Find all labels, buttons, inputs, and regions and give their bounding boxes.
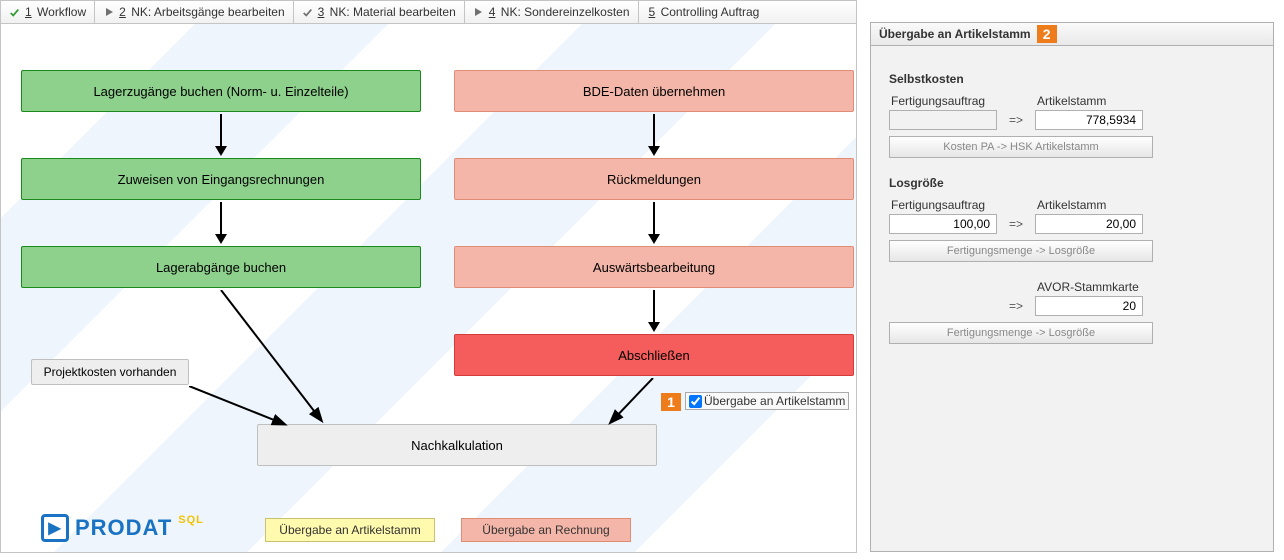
check-icon	[302, 7, 313, 18]
arrow-sep-icon: =>	[1005, 299, 1027, 313]
checkbox-label: Übergabe an Artikelstamm	[704, 394, 845, 408]
node-rueckmeldungen[interactable]: Rückmeldungen	[454, 158, 854, 200]
arrow-icon	[220, 202, 222, 242]
checkbox-uebergabe[interactable]: Übergabe an Artikelstamm	[685, 392, 849, 410]
tab-num: 5	[649, 5, 656, 19]
marker-2: 2	[1037, 25, 1057, 43]
label-fertigungsauftrag: Fertigungsauftrag	[889, 94, 997, 108]
check-icon	[9, 7, 20, 18]
tab-material[interactable]: 3 NK: Material bearbeiten	[294, 1, 465, 23]
label-artikelstamm: Artikelstamm	[1035, 198, 1143, 212]
node-nachkalkulation[interactable]: Nachkalkulation	[257, 424, 657, 466]
node-abschliessen[interactable]: Abschließen	[454, 334, 854, 376]
tab-label: Workflow	[37, 5, 86, 19]
arrow-icon	[653, 290, 655, 330]
arrow-sep-icon: =>	[1005, 113, 1027, 127]
field-artikelstamm-sk[interactable]	[1035, 110, 1143, 130]
marker-1: 1	[661, 393, 681, 411]
panel-uebergabe: Übergabe an Artikelstamm 2 Selbstkosten …	[870, 22, 1274, 552]
logo-prodat: ▶ PRODAT SQL	[41, 514, 204, 542]
play-icon	[473, 7, 484, 18]
row-losgroesse-2: => AVOR-Stammkarte	[889, 280, 1255, 316]
node-auswaertsbearbeitung[interactable]: Auswärtsbearbeitung	[454, 246, 854, 288]
arrow-sep-icon: =>	[1005, 217, 1027, 231]
node-eingangsrechnungen[interactable]: Zuweisen von Eingangsrechnungen	[21, 158, 421, 200]
row-losgroesse-1: Fertigungsauftrag => Artikelstamm	[889, 198, 1255, 234]
field-fertigungsauftrag-sk[interactable]	[889, 110, 997, 130]
tab-label: Controlling Auftrag	[661, 5, 760, 19]
tab-sondereinzelkosten[interactable]: 4 NK: Sondereinzelkosten	[465, 1, 639, 23]
tabbar: 1 Workflow 2 NK: Arbeitsgänge bearbeiten…	[0, 0, 857, 24]
node-bde[interactable]: BDE-Daten übernehmen	[454, 70, 854, 112]
tab-workflow[interactable]: 1 Workflow	[1, 1, 95, 23]
tab-num: 3	[318, 5, 325, 19]
legend-yellow: Übergabe an Artikelstamm	[265, 518, 435, 542]
workflow-canvas: Lagerzugänge buchen (Norm- u. Einzelteil…	[0, 24, 857, 553]
panel-title-text: Übergabe an Artikelstamm	[879, 27, 1031, 41]
tab-num: 1	[25, 5, 32, 19]
arrow-icon	[653, 202, 655, 242]
label-artikelstamm: Artikelstamm	[1035, 94, 1143, 108]
tab-controlling[interactable]: 5 Controlling Auftrag	[639, 1, 768, 23]
button-kosten-hsk[interactable]: Kosten PA -> HSK Artikelstamm	[889, 136, 1153, 158]
panel-title: Übergabe an Artikelstamm 2	[871, 23, 1273, 46]
field-artikelstamm-lg[interactable]	[1035, 214, 1143, 234]
tab-num: 4	[489, 5, 496, 19]
logo-icon: ▶	[41, 514, 69, 542]
section-selbstkosten: Selbstkosten	[889, 72, 1255, 86]
tab-num: 2	[119, 5, 126, 19]
field-avor[interactable]	[1035, 296, 1143, 316]
button-fertigungsmenge-1[interactable]: Fertigungsmenge -> Losgröße	[889, 240, 1153, 262]
label-avor: AVOR-Stammkarte	[1035, 280, 1143, 294]
panel-body: Selbstkosten Fertigungsauftrag => Artike…	[871, 46, 1273, 344]
tab-arbeitsgaenge[interactable]: 2 NK: Arbeitsgänge bearbeiten	[95, 1, 293, 23]
legend-pink: Übergabe an Rechnung	[461, 518, 631, 542]
row-selbstkosten: Fertigungsauftrag => Artikelstamm	[889, 94, 1255, 130]
checkbox-input[interactable]	[689, 395, 702, 408]
tab-label: NK: Material bearbeiten	[330, 5, 456, 19]
tab-label: NK: Sondereinzelkosten	[501, 5, 630, 19]
field-fertigungsauftrag-lg[interactable]	[889, 214, 997, 234]
play-icon	[103, 7, 114, 18]
logo-sup: SQL	[178, 514, 204, 526]
node-lagerzugaenge[interactable]: Lagerzugänge buchen (Norm- u. Einzelteil…	[21, 70, 421, 112]
node-projektkosten[interactable]: Projektkosten vorhanden	[31, 359, 189, 385]
logo-text: PRODAT	[75, 515, 172, 541]
arrow-icon	[653, 114, 655, 154]
arrow-icon	[220, 114, 222, 154]
button-fertigungsmenge-2[interactable]: Fertigungsmenge -> Losgröße	[889, 322, 1153, 344]
node-lagerabgaenge[interactable]: Lagerabgänge buchen	[21, 246, 421, 288]
section-losgroesse: Losgröße	[889, 176, 1255, 190]
label-fertigungsauftrag: Fertigungsauftrag	[889, 198, 997, 212]
tab-label: NK: Arbeitsgänge bearbeiten	[131, 5, 284, 19]
